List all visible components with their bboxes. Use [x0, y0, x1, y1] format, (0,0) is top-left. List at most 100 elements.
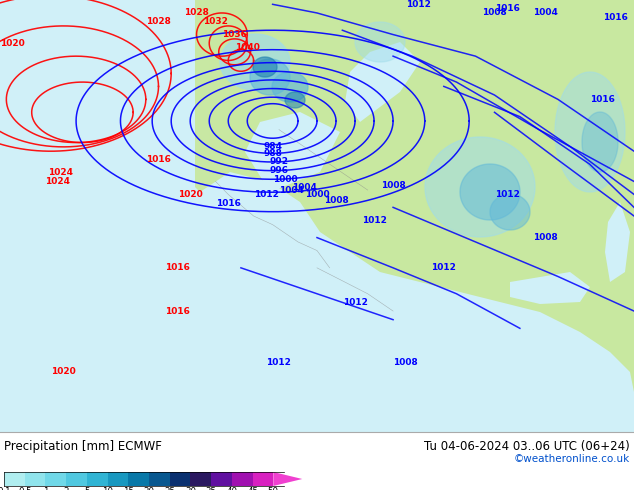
Bar	[229, 0, 231, 432]
Polygon shape	[245, 112, 340, 192]
Text: 1016: 1016	[165, 307, 190, 316]
Text: 1016: 1016	[590, 95, 615, 104]
Text: 1000: 1000	[273, 175, 297, 184]
Bar	[227, 0, 229, 432]
Bar	[213, 0, 215, 432]
Bar	[197, 0, 199, 432]
Text: 1004: 1004	[533, 8, 558, 18]
Text: 1000: 1000	[305, 190, 329, 199]
Polygon shape	[490, 194, 530, 230]
Text: 2: 2	[63, 487, 69, 490]
Text: 1012: 1012	[342, 298, 368, 307]
Polygon shape	[285, 92, 305, 108]
Text: 1004: 1004	[279, 186, 304, 195]
Text: 1028: 1028	[146, 17, 171, 26]
Bar	[219, 0, 221, 432]
Text: 1028: 1028	[184, 8, 209, 18]
Polygon shape	[250, 59, 290, 95]
Text: 1040: 1040	[235, 43, 260, 52]
Text: 992: 992	[269, 157, 288, 167]
Bar	[217, 0, 219, 432]
Polygon shape	[582, 112, 618, 172]
Text: 20: 20	[143, 487, 155, 490]
Bar	[211, 0, 213, 432]
Bar	[205, 0, 207, 432]
Bar	[0, 432, 634, 490]
Bar	[201, 0, 203, 432]
Text: 1016: 1016	[165, 263, 190, 272]
Text: 25: 25	[164, 487, 175, 490]
Text: 50: 50	[268, 487, 279, 490]
Bar	[211, 472, 232, 486]
Polygon shape	[555, 72, 625, 192]
Polygon shape	[273, 472, 302, 486]
Text: 1008: 1008	[533, 233, 558, 242]
Text: 1012: 1012	[254, 190, 279, 199]
Text: 1016: 1016	[146, 155, 171, 164]
Bar	[25, 472, 46, 486]
Text: 1024: 1024	[48, 168, 73, 177]
Text: 1012: 1012	[266, 358, 292, 368]
Polygon shape	[460, 164, 520, 220]
Text: 5: 5	[84, 487, 89, 490]
Text: 1020: 1020	[178, 190, 203, 199]
Bar	[209, 0, 211, 432]
Bar	[223, 0, 225, 432]
Text: 1020: 1020	[0, 39, 25, 48]
Text: ©weatheronline.co.uk: ©weatheronline.co.uk	[514, 454, 630, 464]
Text: 1004: 1004	[292, 183, 317, 193]
Text: 1032: 1032	[203, 17, 228, 26]
Bar	[199, 0, 201, 432]
Bar	[232, 472, 252, 486]
Polygon shape	[345, 42, 420, 122]
Text: 15: 15	[123, 487, 134, 490]
Text: 988: 988	[263, 149, 282, 158]
Text: 0.1: 0.1	[0, 487, 11, 490]
Text: Precipitation [mm] ECMWF: Precipitation [mm] ECMWF	[4, 440, 162, 453]
Bar	[190, 472, 211, 486]
Bar	[225, 0, 227, 432]
Bar	[0, 0, 634, 432]
Text: 1016: 1016	[602, 13, 628, 22]
Bar	[4, 472, 25, 486]
Text: 1008: 1008	[393, 358, 418, 368]
Bar	[46, 472, 66, 486]
Bar	[252, 472, 273, 486]
Text: 1016: 1016	[216, 198, 241, 208]
Text: 1036: 1036	[222, 30, 247, 39]
Polygon shape	[510, 272, 590, 304]
Text: 1024: 1024	[44, 177, 70, 186]
Bar	[231, 0, 233, 432]
Bar	[207, 0, 209, 432]
Text: 1020: 1020	[51, 367, 76, 376]
Polygon shape	[355, 22, 405, 62]
Text: 1012: 1012	[406, 0, 431, 9]
Bar	[108, 472, 128, 486]
Bar	[203, 0, 205, 432]
Bar	[215, 0, 217, 432]
Text: 1008: 1008	[380, 181, 406, 190]
Polygon shape	[272, 72, 308, 102]
Text: 1008: 1008	[323, 196, 349, 205]
Bar	[233, 0, 235, 432]
Bar	[170, 472, 190, 486]
Bar	[66, 472, 87, 486]
Polygon shape	[605, 202, 630, 282]
Text: 0.5: 0.5	[18, 487, 32, 490]
Polygon shape	[220, 34, 290, 90]
Polygon shape	[0, 0, 634, 432]
Text: 1012: 1012	[361, 216, 387, 225]
Text: 10: 10	[102, 487, 113, 490]
Text: 1012: 1012	[495, 190, 520, 199]
Text: 40: 40	[226, 487, 237, 490]
Polygon shape	[253, 57, 277, 77]
Bar	[149, 472, 170, 486]
Text: 996: 996	[269, 166, 288, 175]
Text: 1008: 1008	[482, 8, 507, 18]
Text: 1016: 1016	[495, 4, 520, 13]
Bar	[195, 0, 197, 432]
Text: 35: 35	[205, 487, 217, 490]
Bar	[221, 0, 223, 432]
Polygon shape	[235, 342, 500, 432]
Text: Tu 04-06-2024 03..06 UTC (06+24): Tu 04-06-2024 03..06 UTC (06+24)	[424, 440, 630, 453]
